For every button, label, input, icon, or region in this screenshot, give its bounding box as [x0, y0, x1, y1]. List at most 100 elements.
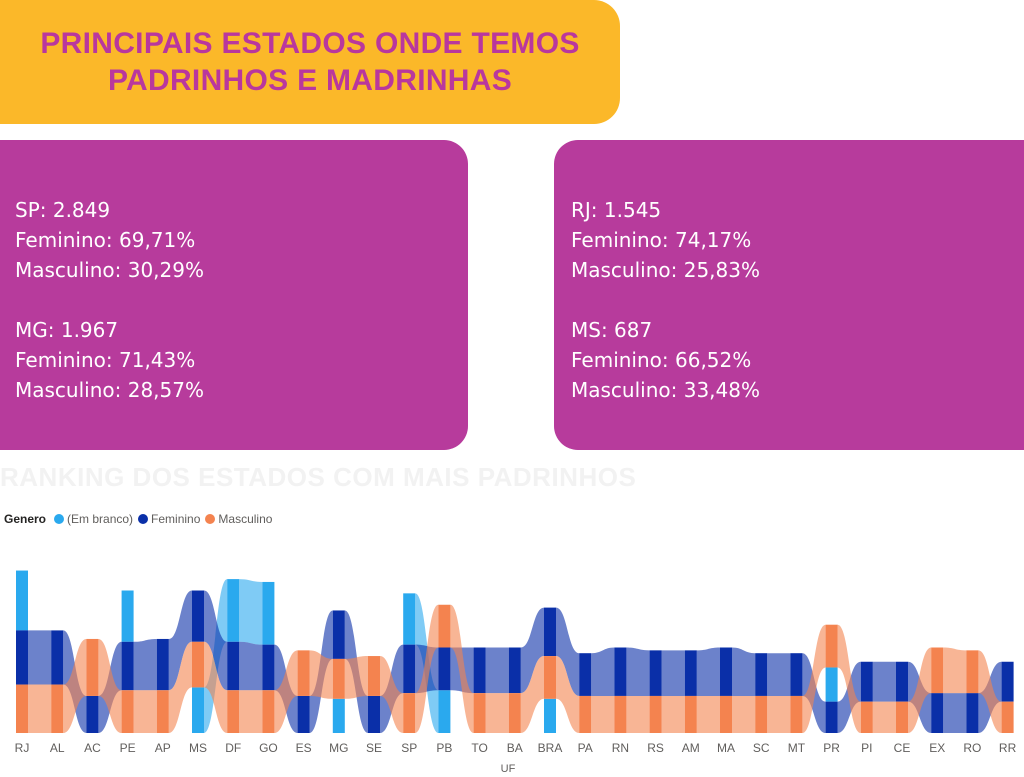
bar-pi-masculino	[860, 701, 873, 733]
ribbon-band-feminino	[133, 638, 157, 691]
ribbon-band-feminino	[626, 647, 650, 696]
bar-ap-masculino	[156, 690, 169, 733]
feminino-pct-mg: Feminino: 71,43%	[15, 348, 196, 372]
bar-ex-masculino	[931, 647, 944, 694]
x-tick-label: PA	[578, 741, 593, 755]
ribbon-chart: RJ AL AC PE AP MS DF GO ES MG SE SP PB TO BA BRA PA RN RS A…	[15, 570, 1017, 775]
bar-df-feminino	[227, 641, 240, 691]
bar-sp-feminino	[403, 644, 416, 694]
x-tick-label: AM	[682, 741, 700, 755]
bar-pe-embranco	[121, 590, 134, 642]
ribbon-band-feminino	[28, 630, 52, 685]
masculino-pct-rj: Masculino: 25,83%	[571, 258, 760, 282]
legend-item-masculino[interactable]: Masculino	[205, 512, 272, 526]
bar-rs-masculino	[649, 695, 662, 733]
x-tick-label: CE	[894, 741, 911, 755]
bar-go-feminino	[262, 644, 275, 691]
ribbon-band-masculino	[872, 701, 896, 733]
chart-legend[interactable]: Genero (Em branco) Feminino Masculino	[4, 512, 277, 526]
x-tick-label: SC	[753, 741, 770, 755]
legend-dot-feminino	[138, 514, 149, 524]
x-tick-label: DF	[225, 741, 241, 755]
ribbon-band-masculino	[239, 690, 263, 733]
ribbon-band-masculino	[908, 647, 932, 733]
bar-go-masculino	[262, 690, 275, 733]
ribbon-band-masculino	[978, 650, 1002, 733]
ribbon-band-masculino	[696, 695, 720, 733]
bar-sc-feminino	[755, 653, 768, 696]
x-tick-label: SE	[366, 741, 382, 755]
page-title-line-2: PADRINHOS E MADRINHAS	[107, 64, 513, 97]
ribbon-band-feminino	[485, 647, 509, 694]
x-tick-label: RJ	[15, 741, 30, 755]
bar-ms-masculino	[192, 641, 204, 688]
title-banner: PRINCIPAIS ESTADOS ONDE TEMOS PADRINHOS …	[0, 0, 620, 124]
feminino-pct-ms: Feminino: 66,52%	[571, 348, 752, 372]
x-tick-label: RN	[612, 741, 629, 755]
ribbon-band-masculino	[661, 695, 685, 733]
ribbon-band-feminino	[696, 647, 720, 696]
bar-pb-feminino	[438, 647, 451, 691]
bar-rj-embranco	[16, 570, 28, 631]
x-tick-label: MG	[329, 741, 348, 755]
ribbon-band-feminino	[767, 653, 791, 696]
x-tick-label: BA	[507, 741, 523, 755]
bar-ap-feminino	[156, 638, 169, 691]
legend-item-feminino[interactable]: Feminino	[138, 512, 200, 526]
bar-ac-masculino	[86, 638, 99, 696]
ribbon-band-feminino	[168, 590, 192, 691]
bar-al-feminino	[51, 630, 64, 685]
bar-rj-feminino	[16, 630, 28, 685]
ribbon-band-feminino	[872, 661, 896, 702]
bar-pb-embranco	[438, 690, 451, 733]
legend-dot-masculino	[205, 514, 216, 524]
x-tick-label: AL	[50, 741, 65, 755]
x-tick-label: PR	[823, 741, 840, 755]
bar-ms-feminino	[192, 590, 204, 642]
legend-label-masculino: Masculino	[218, 512, 273, 526]
bar-am-masculino	[684, 695, 697, 733]
x-tick-label: ES	[296, 741, 312, 755]
bar-ac-feminino	[86, 695, 99, 733]
bar-mg-feminino	[332, 610, 345, 659]
bar-mg-embranco	[332, 698, 345, 733]
ribbon-band-masculino	[274, 650, 298, 733]
stats-card-left: SP: 2.849 Feminino: 69,71% Masculino: 30…	[0, 140, 468, 450]
ribbon-band-feminino	[732, 647, 756, 696]
ribbon-band-masculino	[309, 650, 333, 699]
bar-go-embranco	[262, 581, 275, 645]
bar-pa-masculino	[579, 695, 592, 733]
ribbon-band-masculino	[556, 656, 580, 733]
bar-pa-feminino	[579, 653, 592, 696]
ribbon-band-masculino	[28, 684, 52, 733]
bar-pr-embranco	[825, 667, 838, 702]
legend-item-em-branco[interactable]: (Em branco)	[54, 512, 133, 526]
bar-sp-embranco	[403, 593, 416, 645]
ribbon-band-feminino	[661, 650, 685, 696]
x-tick-label: MS	[189, 741, 207, 755]
ribbon-band-embranco	[239, 579, 263, 645]
bar-mt-feminino	[790, 653, 803, 696]
masculino-pct-ms: Masculino: 33,48%	[571, 378, 760, 402]
x-tick-label: RR	[999, 741, 1017, 755]
bar-es-masculino	[297, 650, 310, 696]
ribbon-band-masculino	[415, 604, 439, 733]
bar-sp-masculino	[403, 693, 416, 733]
x-tick-label: AC	[84, 741, 101, 755]
bar-mt-masculino	[790, 695, 803, 733]
bar-rr-feminino	[1001, 661, 1014, 702]
x-tick-label: MA	[717, 741, 735, 755]
bar-ba-feminino	[508, 647, 521, 694]
legend-dot-em-branco	[54, 514, 65, 524]
feminino-pct-sp: Feminino: 69,71%	[15, 228, 196, 252]
bar-pr-feminino	[825, 701, 838, 733]
bar-to-feminino	[473, 647, 486, 694]
bar-ma-feminino	[720, 647, 732, 696]
ribbon-band-masculino	[520, 656, 544, 733]
x-tick-label: PB	[436, 741, 452, 755]
page-title-line-1: PRINCIPAIS ESTADOS ONDE TEMOS	[40, 27, 580, 60]
section-title: RANKING DOS ESTADOS COM MAIS PADRINHOS	[0, 462, 637, 492]
bar-df-embranco	[227, 579, 240, 642]
bar-rs-feminino	[649, 650, 662, 696]
ribbon-band-masculino	[626, 695, 650, 733]
